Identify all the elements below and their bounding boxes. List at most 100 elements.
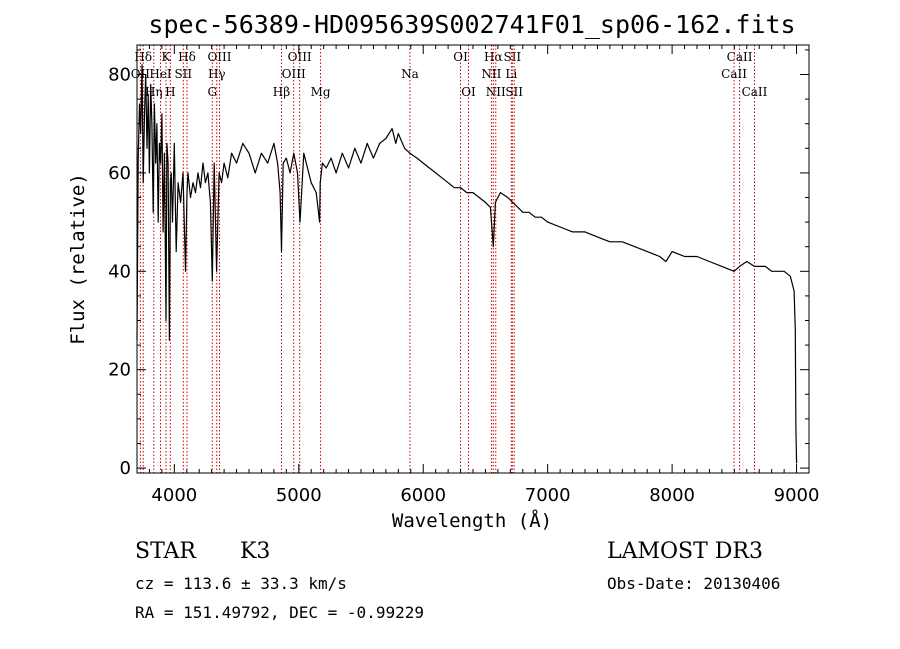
flux-point-81 [341, 152, 343, 154]
flux-point-125 [646, 251, 648, 253]
flux-line [136, 64, 798, 464]
flux-point-122 [609, 241, 611, 243]
flux-point-140 [777, 270, 779, 272]
flux-point-91 [397, 133, 399, 134]
flux-point-53 [227, 177, 229, 179]
flux-point-72 [307, 167, 308, 169]
y-tick-label-0: 0 [120, 458, 131, 479]
flux-point-92 [404, 147, 405, 149]
flux-point-94 [416, 157, 418, 159]
survey-name: LAMOST DR3 [607, 539, 763, 564]
x-tick-label-5: 9000 [774, 485, 820, 506]
flux-point-42 [200, 187, 201, 189]
flux-point-13 [152, 211, 154, 213]
line-marker-label-6: Hα [484, 50, 503, 64]
line-marker-label-24: NII [486, 85, 506, 99]
flux-point-33 [180, 202, 181, 203]
flux-point-55 [236, 162, 237, 164]
line-marker-label-4: OIII [288, 50, 312, 64]
redshift-value: cz = 113.6 ± 33.3 km/s [135, 574, 347, 593]
flux-point-76 [319, 182, 321, 184]
flux-point-141 [783, 270, 785, 272]
flux-point-128 [671, 251, 673, 253]
flux-point-2 [139, 103, 140, 105]
flux-point-48 [213, 162, 215, 164]
flux-point-89 [391, 128, 393, 130]
flux-point-32 [177, 182, 179, 184]
flux-point-29 [172, 221, 173, 223]
flux-point-93 [409, 152, 411, 154]
line-marker-label-12: Hγ [208, 67, 226, 81]
line-marker-label-13: OIII [282, 67, 306, 81]
chart-title: spec-56389-HD095639S002741F01_sp06-162.f… [148, 10, 795, 39]
flux-point-123 [621, 241, 623, 243]
flux-point-14 [154, 103, 155, 105]
flux-point-36 [186, 192, 188, 193]
flux-point-17 [157, 221, 159, 223]
plot-frame [136, 44, 810, 474]
flux-point-64 [281, 251, 282, 253]
flux-point-24 [166, 142, 168, 144]
y-axis-ticks: 0 20 40 60 80 [108, 49, 809, 479]
flux-point-60 [267, 162, 269, 164]
flux-point-26 [168, 339, 170, 341]
flux-point-102 [466, 192, 468, 193]
line-marker-label-18: Hη [145, 85, 163, 99]
flux-point-133 [733, 270, 735, 272]
flux-point-30 [173, 142, 175, 144]
line-marker-label-14: Na [401, 67, 419, 81]
flux-point-115 [534, 216, 536, 218]
flux-point-38 [190, 197, 191, 198]
flux-point-8 [146, 147, 148, 149]
flux-point-54 [231, 152, 232, 154]
flux-point-82 [348, 167, 349, 169]
y-tick-label-4: 80 [108, 65, 131, 86]
flux-point-106 [490, 206, 491, 208]
y-tick-label-1: 20 [108, 360, 131, 381]
flux-point-68 [293, 152, 295, 154]
flux-point-95 [422, 162, 424, 164]
flux-point-47 [211, 280, 213, 282]
line-marker-label-8: CaII [727, 50, 753, 64]
flux-point-21 [162, 231, 164, 233]
line-marker-label-20: G [207, 85, 217, 99]
flux-point-73 [310, 182, 312, 184]
flux-point-114 [528, 211, 530, 213]
flux-point-144 [794, 329, 796, 331]
flux-point-28 [170, 172, 172, 174]
flux-point-135 [746, 261, 748, 262]
x-tick-label-4: 8000 [649, 485, 695, 506]
flux-point-110 [507, 197, 509, 198]
flux-point-88 [385, 138, 387, 139]
y-tick-label-2: 40 [108, 261, 131, 282]
line-marker-label-2: Hδ [178, 50, 196, 64]
flux-point-96 [429, 167, 430, 169]
flux-point-35 [185, 270, 186, 272]
flux-point-1 [137, 157, 139, 159]
flux-point-131 [709, 261, 710, 262]
flux-point-138 [765, 265, 766, 267]
line-marker-label-11: SII [174, 67, 192, 81]
flux-point-136 [754, 265, 755, 267]
flux-point-139 [771, 270, 773, 272]
flux-point-19 [160, 162, 162, 164]
flux-point-83 [354, 147, 356, 149]
flux-point-34 [182, 172, 184, 174]
flux-point-112 [517, 206, 519, 208]
flux-point-41 [197, 172, 199, 174]
flux-point-100 [453, 187, 455, 189]
flux-point-45 [207, 172, 209, 174]
flux-point-134 [739, 265, 740, 267]
flux-point-10 [149, 172, 150, 174]
flux-point-23 [165, 320, 167, 321]
flux-point-104 [478, 197, 480, 198]
flux-point-120 [584, 231, 586, 233]
y-axis-label: Flux (relative) [67, 173, 89, 345]
flux-point-3 [140, 133, 142, 134]
flux-point-58 [254, 172, 256, 174]
flux-point-9 [147, 93, 149, 95]
line-marker-label-9: OII [131, 67, 151, 81]
flux-point-71 [303, 152, 305, 154]
